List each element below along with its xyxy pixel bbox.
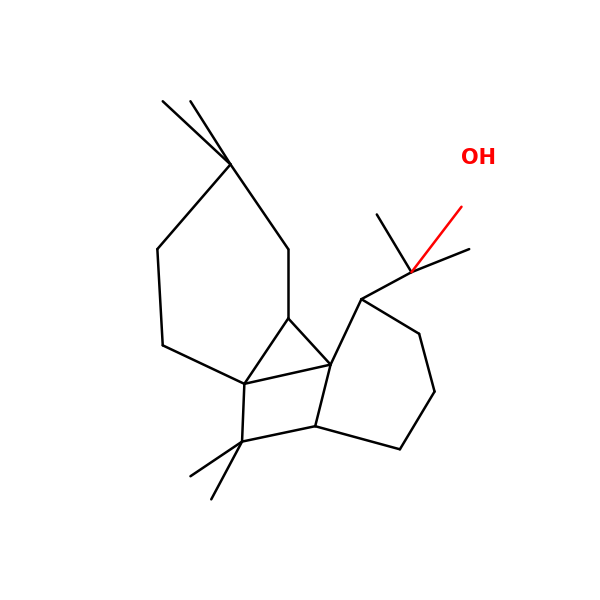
Text: OH: OH (461, 148, 497, 168)
